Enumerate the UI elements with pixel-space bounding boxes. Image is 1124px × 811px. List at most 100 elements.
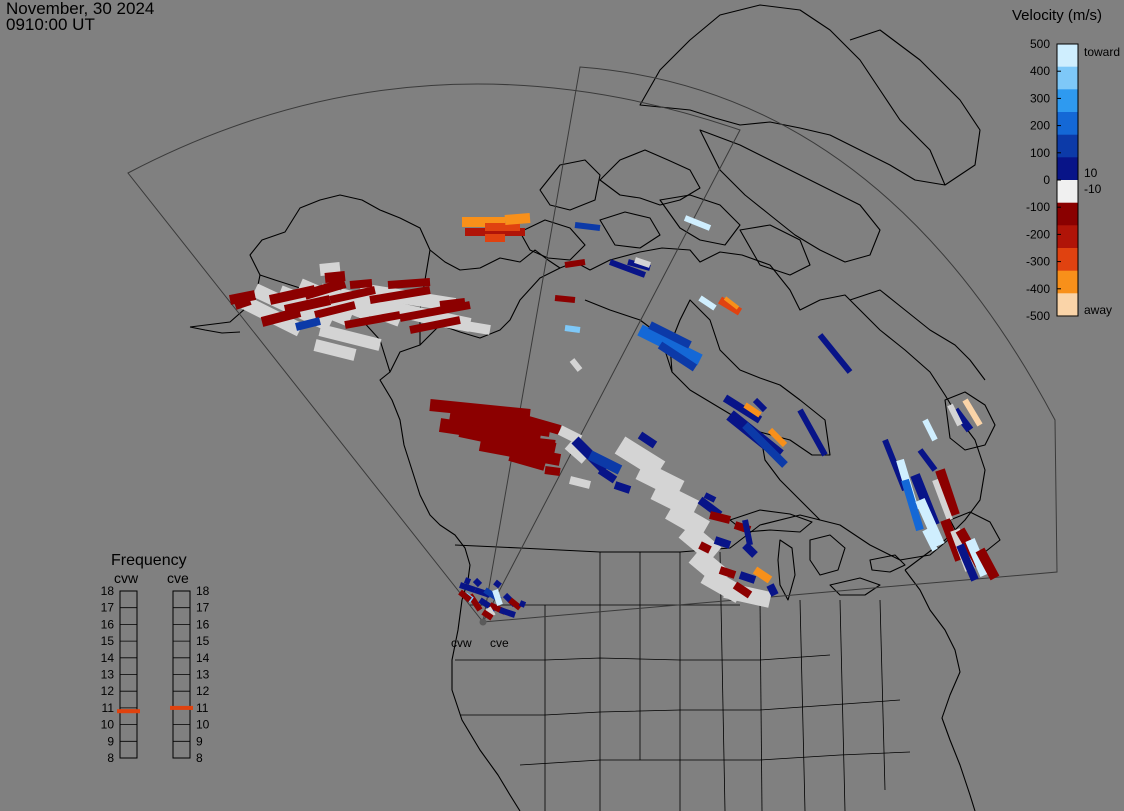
- arctic-island-7: [740, 225, 810, 275]
- frequency-panel: Frequency cvw cve 1817161514131211109818…: [101, 552, 210, 765]
- frequency-tick-label: 16: [101, 617, 115, 631]
- velocity-tick-label: 100: [1030, 146, 1050, 160]
- velocity-toward-label: toward: [1084, 45, 1120, 59]
- backscatter-cell: [925, 420, 935, 440]
- backscatter-cell: [670, 510, 705, 530]
- frequency-columns: 1817161514131211109818171615141312111098: [101, 584, 210, 765]
- frequency-marker: [117, 709, 140, 713]
- backscatter-cell: [315, 345, 355, 355]
- backscatter-cell: [710, 515, 730, 520]
- backscatter-cell: [745, 520, 750, 545]
- velocity-tick-label: -200: [1026, 227, 1050, 241]
- backscatter-cell: [440, 302, 465, 305]
- backscatter-cell: [235, 300, 250, 305]
- backscatter-cell: [495, 582, 500, 586]
- frequency-tick-label: 18: [101, 584, 115, 598]
- backscatter-cell: [920, 450, 935, 470]
- velocity-away-label: away: [1084, 303, 1112, 317]
- velocity-color-step: [1057, 293, 1078, 316]
- velocity-color-step: [1057, 67, 1078, 90]
- arctic-island-5: [600, 212, 660, 248]
- velocity-tick-label: 400: [1030, 64, 1050, 78]
- velocity-legend-title: Velocity (m/s): [1012, 7, 1102, 24]
- backscatter-cell: [545, 470, 560, 472]
- velocity-tick-label: -400: [1026, 282, 1050, 296]
- frequency-title: Frequency: [111, 552, 187, 569]
- velocity-legend: Velocity (m/s) 500 400 300 200 100 0 -100 -200 -…: [1012, 7, 1120, 323]
- velocity-color-step: [1057, 112, 1078, 135]
- velocity-tick-label: 0: [1043, 173, 1050, 187]
- frequency-tick-label: 14: [101, 651, 115, 665]
- velocity-tick-label: 200: [1030, 119, 1050, 133]
- backscatter-cell: [460, 592, 470, 600]
- backscatter-cell: [615, 485, 630, 490]
- frequency-tick-label: 11: [196, 701, 209, 715]
- backscatter-cell: [460, 585, 475, 590]
- backscatter-cell: [700, 298, 715, 308]
- backscatter-cell: [555, 298, 575, 300]
- coastline-east: [905, 570, 975, 811]
- velocity-color-step: [1057, 135, 1078, 158]
- backscatter-cell: [350, 283, 372, 285]
- velocity-tick-labels: 5004003002001000-100-200-300-400-500: [1026, 37, 1061, 323]
- backscatter-cell: [685, 218, 710, 228]
- backscatter-cell: [325, 276, 345, 278]
- velocity-color-step: [1057, 89, 1078, 112]
- frequency-tick-label: 9: [196, 734, 203, 748]
- frequency-tick-label: 12: [101, 684, 115, 698]
- fov-cve: [483, 67, 1057, 622]
- great-lake-erie: [830, 578, 880, 595]
- velocity-tick-label: -100: [1026, 200, 1050, 214]
- great-lake-huron: [810, 535, 845, 575]
- velocity-tick-label: -300: [1026, 255, 1050, 269]
- frequency-tick-label: 13: [196, 668, 210, 682]
- radar-site-marker: [480, 619, 487, 626]
- newfoundland: [945, 392, 995, 450]
- backscatter-cell: [320, 268, 340, 270]
- backscatter-cell: [565, 262, 585, 265]
- frequency-tick-label: 8: [107, 751, 114, 765]
- backscatter-cell: [740, 575, 755, 580]
- frequency-tick-label: 14: [196, 651, 210, 665]
- velocity-color-step: [1057, 180, 1078, 203]
- arctic-island-1: [600, 150, 700, 205]
- fov-outlines: [128, 67, 1057, 622]
- backscatter-cell: [590, 455, 620, 470]
- frequency-tick-label: 12: [196, 684, 210, 698]
- frequency-tick-label: 15: [101, 634, 115, 648]
- frequency-tick-label: 10: [101, 718, 115, 732]
- coastline-aleutian: [190, 327, 240, 333]
- backscatter-cell: [575, 225, 600, 228]
- fov-cvw: [128, 84, 740, 622]
- frequency-tick-label: 11: [102, 701, 115, 715]
- backscatter-cell: [565, 328, 580, 330]
- great-lake-michigan: [778, 540, 795, 600]
- backscatter-cell: [770, 585, 775, 595]
- labrador-coast: [850, 290, 985, 380]
- backscatter-cell: [715, 540, 730, 545]
- backscatter-cell: [510, 600, 520, 608]
- frequency-tick-label: 16: [196, 617, 210, 631]
- backscatter-cell: [640, 435, 655, 445]
- velocity-color-step: [1057, 157, 1078, 180]
- frequency-tick-label: 10: [196, 718, 210, 732]
- frequency-tick-label: 15: [196, 634, 210, 648]
- backscatter-cell: [755, 570, 770, 580]
- backscatter-cell: [510, 440, 555, 445]
- backscatter-cell: [465, 580, 470, 582]
- frequency-tick-label: 17: [196, 601, 210, 615]
- frequency-radar-cve: cve: [167, 570, 189, 586]
- great-lake-ontario: [870, 555, 905, 572]
- velocity-tick-label: 300: [1030, 91, 1050, 105]
- frequency-radar-cvw: cvw: [114, 570, 139, 586]
- velocity-inner-label-neg10: -10: [1084, 182, 1102, 196]
- velocity-color-step: [1057, 271, 1078, 294]
- frequency-tick-label: 8: [196, 751, 203, 765]
- velocity-inner-label-10: 10: [1084, 166, 1098, 180]
- frequency-tick-label: 17: [101, 601, 115, 615]
- velocity-color-step: [1057, 203, 1078, 226]
- frequency-tick-label: 13: [101, 668, 115, 682]
- backscatter-cell: [475, 580, 480, 585]
- backscatter-cell: [745, 545, 755, 555]
